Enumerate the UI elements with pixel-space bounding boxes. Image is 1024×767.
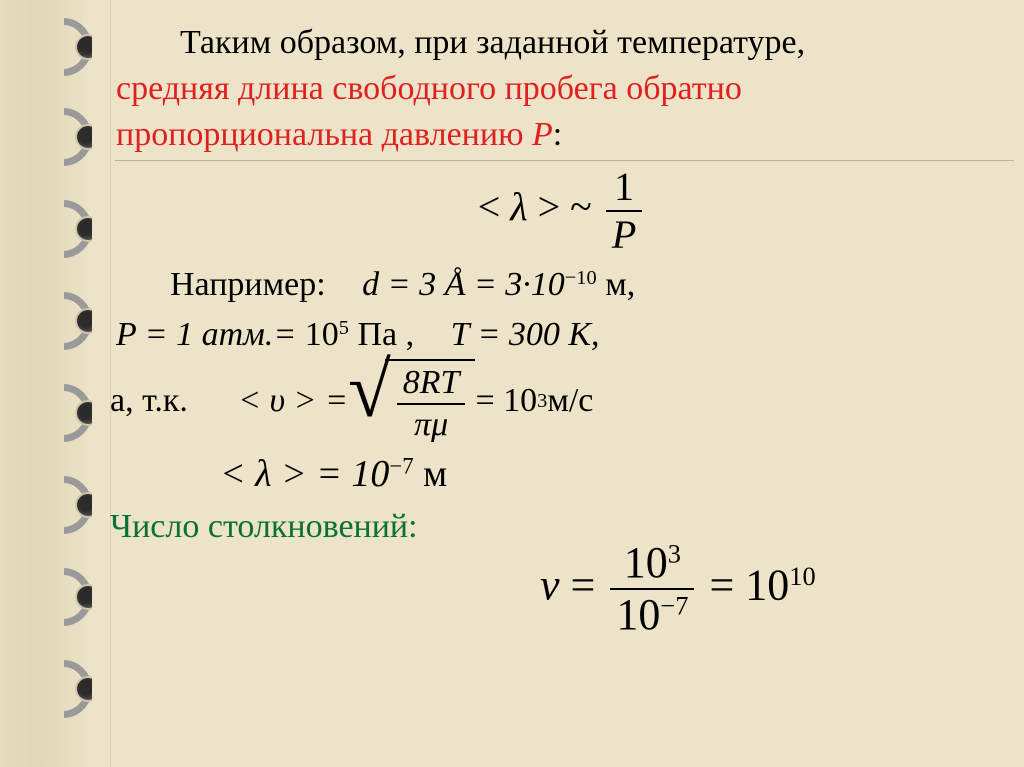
eq1-lambda: λ <box>510 184 527 229</box>
binder-ring-icon <box>34 660 92 718</box>
intro-line-black: Таким образом, при заданной температуре, <box>110 20 1014 66</box>
red-line-2: пропорциональна давлению <box>116 116 532 153</box>
since-velocity-line: а, т.к. < υ > = √ 8RT πμ = 103 м/c <box>110 359 1014 442</box>
binder-ring-icon <box>34 384 92 442</box>
nu-den-base: 10 <box>616 590 660 639</box>
d-equals: d = 3 Å = 3·10 <box>362 266 565 303</box>
v-equals-rhs: = 10 <box>475 378 537 424</box>
v-fraction: 8RT πμ <box>397 365 466 442</box>
nu-equation: ν = 103 10−7 = 1010 <box>540 540 1014 638</box>
d-unit: м, <box>597 266 636 303</box>
colon: : <box>553 116 562 153</box>
radical-icon: √ <box>348 369 391 412</box>
eq1-den: P <box>606 212 642 256</box>
example-label: Например: <box>170 266 326 303</box>
sqrt-body: 8RT πμ <box>385 359 476 442</box>
nu-symbol: ν <box>540 560 560 609</box>
lambda-exponent: −7 <box>389 453 413 478</box>
example-d-line: Например: d = 3 Å = 3·10−10 м, <box>170 262 1014 308</box>
binder-ring-icon <box>34 108 92 166</box>
v-lhs: < υ > = <box>238 378 348 424</box>
intro-text-1: Таким образом, при заданной температуре, <box>180 24 805 61</box>
nu-eq: = <box>560 560 607 609</box>
d-exponent: −10 <box>565 266 597 288</box>
binder-ring-icon <box>34 18 92 76</box>
sqrt-expression: √ 8RT πμ <box>348 359 476 442</box>
nu-rhs-exp: 10 <box>789 561 815 591</box>
eq1-lhs-left: < <box>478 184 511 229</box>
example-p-t-line: P = 1 атм.= 105 Па , T = 300 К, <box>116 312 1014 358</box>
lambda-result-line: < λ > = 10−7 м <box>220 449 1014 500</box>
lambda-lhs: < λ > = 10 <box>220 453 389 495</box>
equation-lambda-inverse-p: < λ > ~ 1 P <box>110 166 1014 256</box>
nu-den: 10−7 <box>610 590 694 638</box>
pressure-symbol: P <box>532 116 553 153</box>
t-equals: T = 300 К, <box>451 316 600 353</box>
p-exponent: 5 <box>339 316 349 338</box>
eq1-num: 1 <box>606 166 642 212</box>
p-value: 10 <box>305 316 339 353</box>
nu-num-exp: 3 <box>668 539 681 569</box>
nu-fraction: 103 10−7 <box>610 540 694 638</box>
binder-ring-icon <box>34 200 92 258</box>
v-unit: м/c <box>547 378 593 424</box>
eq1-fraction: 1 P <box>606 166 642 256</box>
intro-line-red: средняя длина свободного пробега обратно… <box>110 66 1014 158</box>
v-num: 8RT <box>397 365 466 405</box>
nu-num-base: 10 <box>624 538 668 587</box>
p-equals: P = 1 атм.= <box>116 316 305 353</box>
binder-ring-icon <box>34 292 92 350</box>
nu-num: 103 <box>610 540 694 590</box>
v-lhs-text: < υ > = <box>238 382 348 419</box>
nu-den-exp: −7 <box>660 591 688 621</box>
slide-content: Таким образом, при заданной температуре,… <box>110 20 1014 638</box>
since-label: а, т.к. <box>110 378 198 424</box>
collisions-label: Число столкновений: <box>110 508 418 545</box>
eq1-lhs-right: > ~ <box>528 184 592 229</box>
v-den: πμ <box>397 405 466 443</box>
lambda-unit: м <box>414 453 448 495</box>
red-line-1: средняя длина свободного пробега обратно <box>116 70 742 107</box>
nu-rhs: = 10 <box>709 560 789 609</box>
binder-ring-icon <box>34 568 92 626</box>
binder-ring-icon <box>34 476 92 534</box>
spiral-binding <box>0 0 111 767</box>
